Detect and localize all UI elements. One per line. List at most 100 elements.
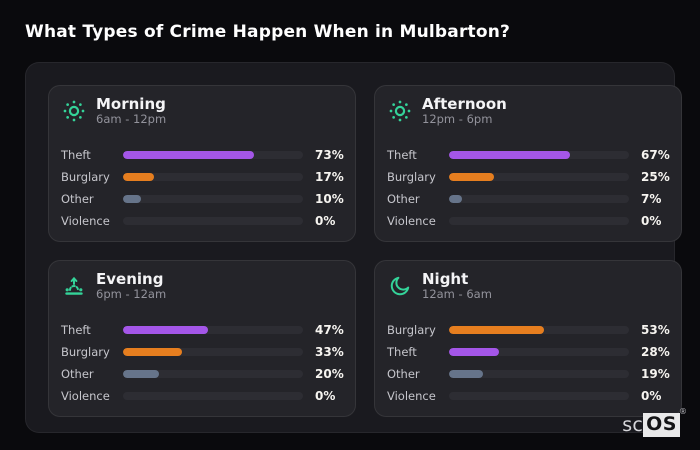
panel-title: Night [422,270,469,288]
bar-track [449,217,629,225]
bar-track [449,348,629,356]
crime-row-other: Other 20% [61,363,344,385]
crime-row-other: Other 7% [387,188,669,210]
bar-track [123,348,303,356]
sun-icon [387,98,413,124]
crime-label: Violence [61,389,110,403]
bar-fill [123,173,154,181]
crime-percentage: 0% [315,389,336,403]
crime-percentage: 17% [315,170,344,184]
crime-percentage: 47% [315,323,344,337]
crime-label: Other [61,192,94,206]
page-title: What Types of Crime Happen When in Mulba… [25,22,511,42]
crime-row-violence: Violence 0% [387,210,669,232]
panel-header: Afternoon 12pm - 6pm [387,96,669,126]
crime-row-theft: Theft 67% [387,144,670,166]
sun-icon [61,98,87,124]
crime-row-violence: Violence 0% [61,210,343,232]
panels-grid: Morning 6am - 12pm Theft 73% Burglary 17… [48,85,682,417]
panel-time-range: 6am - 12pm [96,112,167,126]
scos-logo: sc OS ® [622,407,687,437]
sunrise-icon [61,273,87,299]
time-panel-night: Night 12am - 6am Burglary 53% Theft 28% … [374,260,682,417]
time-panel-evening: Evening 6pm - 12am Theft 47% Burglary 33… [48,260,356,417]
crime-row-other: Other 10% [61,188,344,210]
scos-logo-box: OS [643,413,680,437]
bar-fill [123,370,159,378]
panel-time-range: 12am - 6am [422,287,492,301]
crime-percentage: 7% [641,192,662,206]
crime-percentage: 25% [641,170,670,184]
crime-row-theft: Theft 73% [61,144,344,166]
moon-icon [387,273,413,299]
bar-track [449,326,629,334]
panel-title-block: Morning 6am - 12pm [96,96,166,126]
bar-track [123,151,303,159]
crime-label: Violence [387,214,436,228]
crime-label: Violence [387,389,436,403]
crime-label: Violence [61,214,110,228]
panel-title-block: Evening 6pm - 12am [96,271,166,301]
crime-percentage: 67% [641,148,670,162]
panel-title: Afternoon [422,95,507,113]
bar-rows: Theft 73% Burglary 17% Other 10% Violenc… [61,144,344,232]
crime-percentage: 28% [641,345,670,359]
crime-percentage: 0% [641,389,662,403]
bar-fill [449,151,570,159]
time-panel-afternoon: Afternoon 12pm - 6pm Theft 67% Burglary … [374,85,682,242]
scos-logo-prefix: sc [622,414,644,436]
crime-percentage: 10% [315,192,344,206]
bar-fill [449,326,545,334]
bar-track [123,370,303,378]
bar-track [449,370,629,378]
crime-percentage: 33% [315,345,344,359]
bar-fill [123,151,255,159]
bar-track [449,151,629,159]
bar-track [123,195,303,203]
crime-row-violence: Violence 0% [387,385,669,407]
bar-track [123,173,303,181]
crime-percentage: 0% [315,214,336,228]
bar-fill [449,195,462,203]
crime-row-other: Other 19% [387,363,670,385]
bar-fill [449,173,494,181]
bar-track [123,326,303,334]
crime-row-burglary: Burglary 25% [387,166,670,188]
bar-rows: Theft 47% Burglary 33% Other 20% Violenc… [61,319,344,407]
panel-time-range: 12pm - 6pm [422,112,493,126]
crime-row-violence: Violence 0% [61,385,343,407]
panel-title-block: Afternoon 12pm - 6pm [422,96,507,126]
bar-track [449,392,629,400]
crime-row-theft: Theft 47% [61,319,344,341]
crime-percentage: 20% [315,367,344,381]
crime-label: Other [61,367,94,381]
crime-label: Burglary [61,345,110,359]
bar-fill [123,348,183,356]
bar-track [449,195,629,203]
bar-track [123,392,303,400]
panel-header: Evening 6pm - 12am [61,271,343,301]
panel-header: Night 12am - 6am [387,271,669,301]
bar-rows: Theft 67% Burglary 25% Other 7% Violence… [387,144,670,232]
panel-title: Evening [96,270,164,288]
bar-fill [123,326,208,334]
crime-label: Theft [61,323,91,337]
bar-fill [449,370,484,378]
bar-track [449,173,629,181]
panel-time-range: 6pm - 12am [96,287,167,301]
crime-row-burglary: Burglary 17% [61,166,344,188]
crime-label: Burglary [387,170,436,184]
crime-label: Theft [61,148,91,162]
crime-label: Other [387,192,420,206]
crime-label: Theft [387,345,417,359]
panel-title: Morning [96,95,166,113]
panel-header: Morning 6am - 12pm [61,96,343,126]
crime-percentage: 73% [315,148,344,162]
crime-label: Theft [387,148,417,162]
crime-label: Other [387,367,420,381]
bar-rows: Burglary 53% Theft 28% Other 19% Violenc… [387,319,670,407]
panel-title-block: Night 12am - 6am [422,271,492,301]
bar-fill [449,348,500,356]
crime-percentage: 0% [641,214,662,228]
registered-trademark-icon: ® [679,407,687,416]
